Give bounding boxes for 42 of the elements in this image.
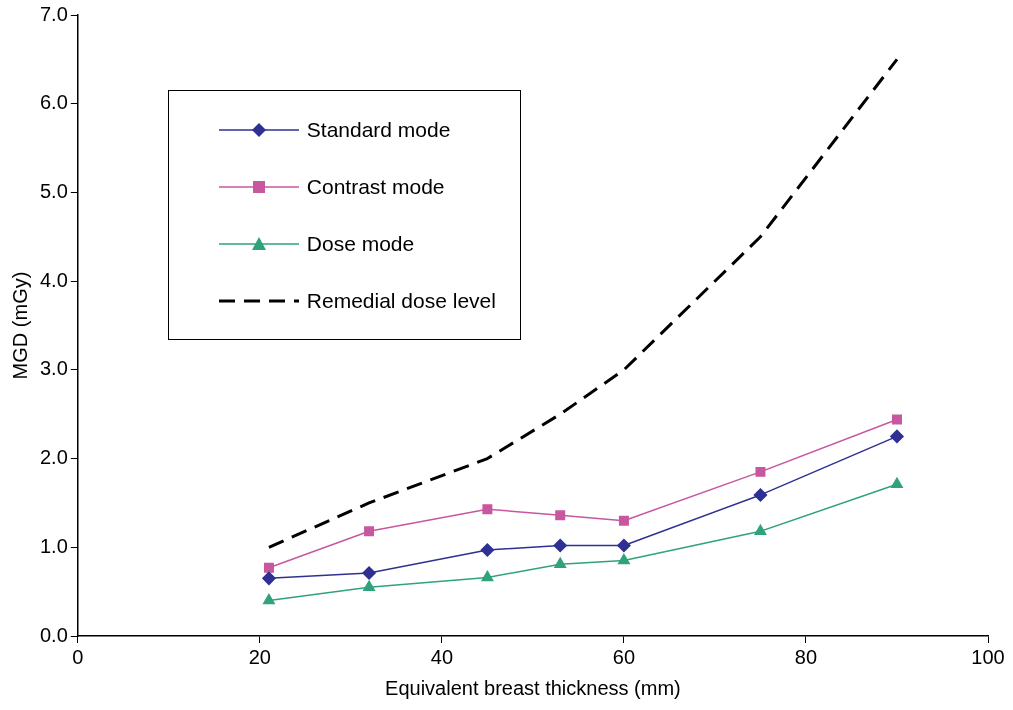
point <box>480 543 495 557</box>
legend-label: Dose mode <box>306 231 415 256</box>
point <box>755 466 766 477</box>
point <box>482 504 493 515</box>
point <box>364 526 375 537</box>
x-tick-label: 100 <box>971 645 1005 668</box>
x-axis-title: Equivalent breast thickness (mm) <box>385 676 681 699</box>
point <box>481 570 494 582</box>
y-tick-label: 5.0 <box>39 179 68 202</box>
x-tick-label: 20 <box>248 645 271 668</box>
point <box>555 510 566 521</box>
line-series <box>267 57 899 549</box>
point <box>263 562 274 573</box>
legend-label: Remedial dose level <box>306 288 496 313</box>
point <box>891 477 903 489</box>
point <box>617 553 630 565</box>
x-tick-label: 0 <box>72 645 84 668</box>
point <box>891 414 902 425</box>
x-tick-label: 40 <box>430 645 454 668</box>
point <box>753 488 768 502</box>
y-tick-label: 6.0 <box>39 91 68 114</box>
point <box>262 571 276 586</box>
y-tick-label: 3.0 <box>39 357 68 380</box>
legend-label: Contrast mode <box>306 174 445 199</box>
point <box>362 566 376 580</box>
y-tick-label: 0.0 <box>39 623 68 646</box>
y-tick-label: 1.0 <box>39 534 68 557</box>
point <box>890 429 904 444</box>
x-tick-label: 60 <box>612 645 636 668</box>
point <box>554 557 567 568</box>
point <box>553 538 567 553</box>
legend-label: Standard mode <box>306 117 451 142</box>
y-axis-title: MGD (mGy) <box>8 271 31 380</box>
point <box>618 515 629 526</box>
point <box>617 538 631 553</box>
point <box>363 580 376 591</box>
point <box>263 593 275 605</box>
y-tick-label: 7.0 <box>39 2 68 25</box>
y-tick-label: 2.0 <box>39 446 68 469</box>
x-tick-label: 80 <box>794 645 818 668</box>
y-tick-label: 4.0 <box>39 268 68 291</box>
point <box>754 524 767 536</box>
